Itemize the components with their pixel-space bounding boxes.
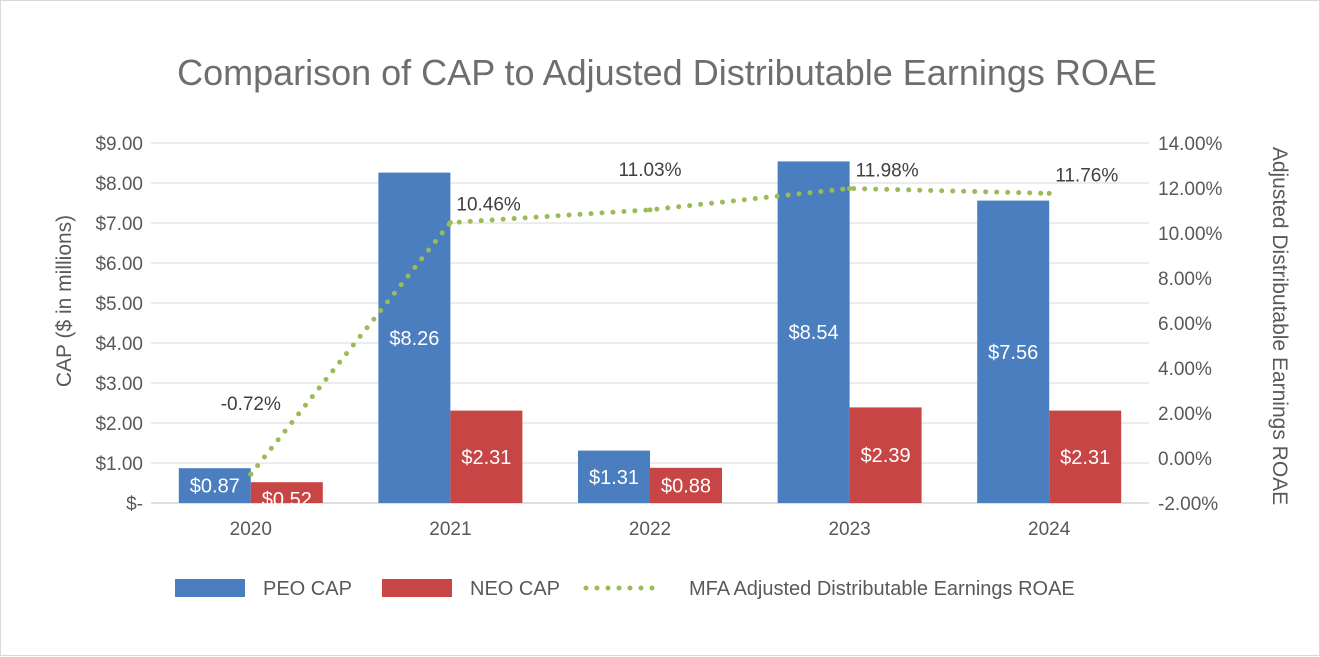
left-tick-label: $8.00 [95,174,143,195]
bar-neo-cap [450,410,523,503]
right-axis-title: Adjusted Distributable Earnings ROAE [1268,147,1291,505]
x-tick-label: 2021 [429,519,471,540]
left-tick-label: $- [126,494,143,515]
legend-label: MFA Adjusted Distributable Earnings ROAE [689,578,1075,600]
roae-data-label: -0.72% [221,394,281,415]
x-tick-label: 2024 [1028,519,1071,540]
x-tick-label: 2022 [629,519,671,540]
gridlines [151,142,1149,504]
bar-peo-cap [777,161,850,503]
right-tick-label: -2.00% [1158,494,1218,515]
left-tick-label: $6.00 [95,254,143,275]
legend-label: NEO CAP [470,578,560,600]
bar-series: $0.87 $8.26 $1.31 $8.54 $7.56 $0.52 $2.31 $0.88… [178,161,1122,511]
bar-peo-cap [178,468,251,503]
left-axis-title: CAP ($ in millions) [53,215,76,387]
x-tick-label: 2020 [230,519,272,540]
right-tick-label: 8.00% [1158,269,1212,290]
roae-line [248,185,1052,477]
bar-data-label: $8.26 [389,328,439,350]
right-tick-label: 6.00% [1158,314,1212,335]
right-tick-label: 2.00% [1158,404,1212,425]
left-tick-label: $1.00 [95,454,143,475]
roae-point [847,185,853,191]
left-tick-label: $2.00 [95,414,143,435]
legend-swatch-neo-cap [382,579,452,597]
bar-data-label: $0.88 [661,475,711,497]
right-tick-label: 14.00% [1158,134,1223,155]
legend-swatch-peo-cap [175,579,245,597]
bar-peo-cap [578,450,650,503]
roae-point [447,220,453,226]
bar-data-label: $7.56 [988,342,1038,364]
bar-neo-cap [250,482,323,503]
bar-neo-cap [1049,410,1122,503]
right-tick-label: 12.00% [1158,179,1223,200]
left-tick-label: $5.00 [95,294,143,315]
roae-point [1046,190,1052,196]
bar-neo-cap [849,407,922,503]
bar-data-label: $8.54 [789,322,839,344]
roae-data-label: 11.76% [1055,165,1118,186]
bar-data-label: $0.52 [262,489,312,511]
bar-data-label: $0.87 [190,476,240,498]
left-tick-label: $4.00 [95,334,143,355]
chart-title: Comparison of CAP to Adjusted Distributa… [177,52,1157,93]
x-axis-ticks: 2020 2021 2022 2023 2024 [230,519,1071,540]
bar-peo-cap [977,200,1050,503]
bar-data-label: $1.31 [589,467,639,489]
right-tick-label: 4.00% [1158,359,1212,380]
roae-data-label: 10.46% [456,195,521,216]
bar-data-label: $2.31 [461,447,511,469]
left-tick-label: $9.00 [95,134,143,155]
legend-label: PEO CAP [263,578,352,600]
left-tick-label: $7.00 [95,214,143,235]
legend: PEO CAP NEO CAP MFA Adjusted Distributable… [175,578,1075,600]
bar-neo-cap [650,467,722,503]
x-tick-label: 2023 [828,519,870,540]
roae-point [248,471,254,477]
roae-data-label: 11.98% [856,160,919,181]
right-tick-label: 0.00% [1158,449,1212,470]
right-axis-ticks: -2.00% 0.00% 2.00% 4.00% 6.00% 8.00% 10.00% 12.… [1158,134,1223,515]
right-tick-label: 10.00% [1158,224,1223,245]
roae-point [647,207,653,213]
bar-data-label: $2.31 [1060,447,1110,469]
line-series: -0.72% 10.46% 11.03% 11.98% 11.76% [221,160,1118,477]
bar-peo-cap [378,172,451,503]
left-tick-label: $3.00 [95,374,143,395]
roae-data-label: 11.03% [618,160,681,181]
left-axis-ticks: $- $1.00 $2.00 $3.00 $4.00 $5.00 $6.00 $7.00 $8.… [95,134,143,515]
bar-data-label: $2.39 [861,445,911,467]
